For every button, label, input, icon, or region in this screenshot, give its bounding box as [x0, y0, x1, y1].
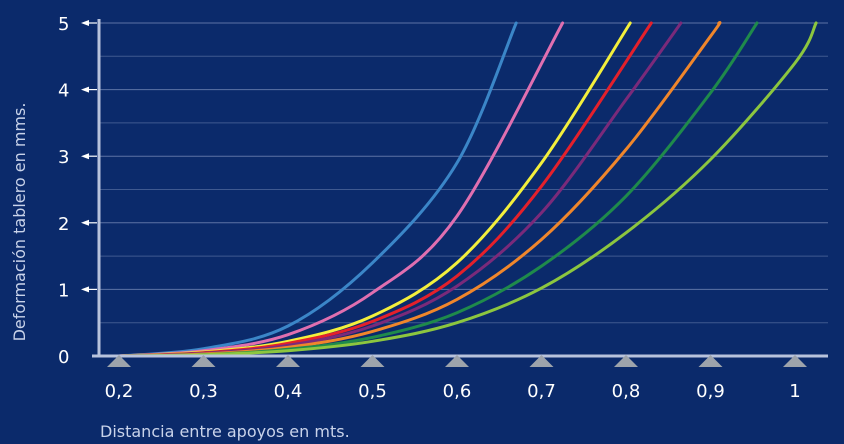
y-tick-label: 5 [58, 14, 69, 35]
y-tick-arrow [81, 219, 89, 226]
y-axis-title: Deformación tablero en mms. [10, 103, 29, 342]
y-tick-label: 0 [58, 347, 69, 368]
y-tick-arrow [81, 86, 89, 93]
x-tick-label: 0,4 [274, 381, 303, 402]
x-tick-marker [529, 355, 554, 367]
axis-layer: 0 1 2 3 4 5 0,2 0,3 0,4 0,5 0,6 0,7 0,8 0,9 1 [58, 14, 828, 402]
y-tick-arrow [81, 286, 89, 293]
x-tick-label: 0,6 [443, 381, 472, 402]
y-tick-label: 4 [58, 81, 69, 102]
series-line [117, 21, 518, 358]
y-tick-label: 2 [58, 214, 69, 235]
x-tick-marker [191, 355, 216, 367]
x-tick-label: 0,3 [189, 381, 218, 402]
x-axis-title: Distancia entre apoyos en mts. [100, 422, 350, 441]
grid-layer [99, 22, 828, 324]
x-tick-label: 0,9 [696, 381, 725, 402]
x-tick-label: 0,2 [105, 381, 134, 402]
x-tick-marker [107, 355, 131, 367]
x-tick-marker [360, 355, 385, 367]
x-tick-label: 0,8 [612, 381, 641, 402]
x-tick-label: 0,7 [527, 381, 556, 402]
x-tick-marker [276, 355, 300, 367]
y-tick-label: 1 [58, 280, 69, 301]
x-tick-marker [783, 355, 807, 367]
x-tick-label: 1 [789, 381, 800, 402]
series-layer [117, 21, 818, 358]
series-line [117, 21, 818, 358]
x-tick-marker [614, 355, 638, 367]
y-tick-arrow [81, 153, 89, 160]
x-tick-marker [445, 355, 469, 367]
y-tick-arrow [81, 20, 89, 26]
x-tick-marker [698, 355, 723, 367]
y-tick-label: 3 [58, 147, 69, 168]
x-tick-label: 0,5 [358, 381, 387, 402]
